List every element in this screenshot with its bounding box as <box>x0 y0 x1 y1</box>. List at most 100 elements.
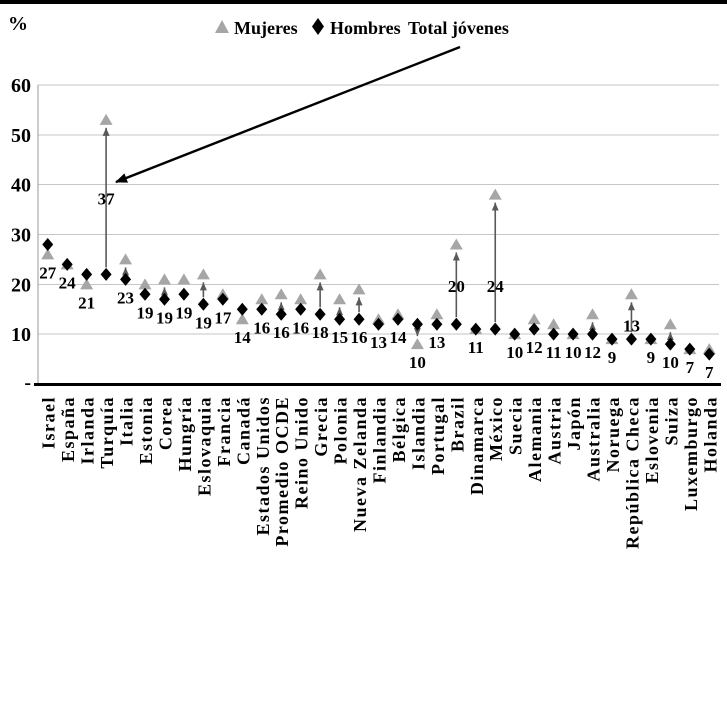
country-label: Turquía <box>97 396 117 469</box>
hombres-marker <box>392 312 404 326</box>
total-value-label: 12 <box>584 343 601 362</box>
hombres-marker <box>100 267 112 281</box>
country-label: Brazil <box>447 396 467 452</box>
hombres-marker <box>256 302 268 316</box>
total-value-label: 24 <box>487 277 505 296</box>
country-label: Irlanda <box>78 396 98 465</box>
country-label: Estonia <box>136 396 156 465</box>
country-label: Finlandia <box>370 396 390 484</box>
legend-mujeres-triangle-icon <box>215 20 229 33</box>
hombres-marker <box>625 332 637 346</box>
total-value-label: 11 <box>468 338 484 357</box>
mujeres-marker <box>333 293 347 305</box>
hombres-marker <box>645 332 657 346</box>
hombres-marker <box>295 302 307 316</box>
legend-mujeres-label: Mujeres <box>234 18 298 38</box>
hombres-marker <box>81 267 93 281</box>
country-label: Islandia <box>408 396 428 470</box>
mujeres-marker <box>196 268 210 280</box>
mujeres-marker <box>430 308 444 320</box>
hombres-marker <box>548 327 560 341</box>
hombres-marker <box>373 317 384 331</box>
country-label: Suecia <box>506 396 526 455</box>
x-axis-labels: Israel España Irlanda Turquía Italia Estonia C… <box>39 396 721 549</box>
total-value-label: 19 <box>137 303 154 322</box>
country-label: Alemania <box>525 396 545 482</box>
mujeres-marker <box>313 268 327 280</box>
legend-total-jovenes-label: Total jóvenes <box>408 18 509 38</box>
mujeres-marker <box>547 318 561 330</box>
hombres-marker <box>703 347 715 361</box>
mujeres-marker <box>80 278 94 290</box>
total-value-label: 16 <box>273 323 290 342</box>
hombres-marker <box>197 297 209 311</box>
mujeres-marker <box>352 283 366 295</box>
total-value-label: 7 <box>705 363 714 382</box>
total-value-label: 13 <box>370 333 387 352</box>
country-label: Nueva Zelanda <box>350 396 370 532</box>
mujeres-marker <box>255 293 269 305</box>
hombres-marker <box>509 327 521 341</box>
country-label: República Checa <box>622 396 642 549</box>
hombres-marker <box>353 312 365 326</box>
total-value-label: 21 <box>78 293 95 312</box>
mujeres-marker <box>99 113 113 125</box>
y-tick-label: 50 <box>11 125 31 147</box>
hombres-marker <box>217 292 229 306</box>
hombres-marker <box>178 287 190 301</box>
country-label: Francia <box>214 396 234 467</box>
mujeres-marker <box>235 313 249 325</box>
country-label: Bélgica <box>389 396 409 463</box>
mujeres-marker <box>157 273 171 285</box>
hombres-marker <box>528 322 540 336</box>
hombres-marker <box>411 317 423 331</box>
country-label: Canadá <box>233 396 253 465</box>
y-tick-labels: 60 50 40 30 20 10 - <box>11 75 31 394</box>
y-axis-unit-label: % <box>8 13 28 35</box>
legend-hombres-label: Hombres <box>330 18 401 38</box>
y-tick-label: 10 <box>11 324 31 346</box>
country-label: Austria <box>545 396 565 465</box>
country-label: Estados Unidos <box>253 396 273 536</box>
y-tick-label: 20 <box>11 274 31 296</box>
legend: Mujeres Hombres Total jóvenes <box>215 18 509 38</box>
total-value-label: 19 <box>175 303 192 322</box>
country-label: Noruega <box>603 396 623 473</box>
total-value-label: 14 <box>234 328 252 347</box>
country-label: Eslovaquia <box>194 396 214 496</box>
hombres-marker <box>275 307 287 321</box>
country-label: Luxemburgo <box>681 396 701 511</box>
total-value-label: 9 <box>647 348 656 367</box>
country-label: México <box>486 396 506 461</box>
total-value-label: 15 <box>331 328 348 347</box>
country-label: España <box>58 396 78 462</box>
hombres-marker <box>334 312 346 326</box>
total-value-label: 10 <box>565 343 582 362</box>
total-value-label: 16 <box>351 328 368 347</box>
hombres-marker <box>139 287 151 301</box>
total-value-label: 10 <box>409 353 426 372</box>
total-value-label: 7 <box>686 358 695 377</box>
mujeres-marker <box>294 293 308 305</box>
total-value-label: 16 <box>292 318 309 337</box>
total-value-label: 27 <box>39 263 57 282</box>
country-label: Italia <box>117 396 137 446</box>
hombres-marker <box>470 322 482 336</box>
total-value-label: 24 <box>59 273 77 292</box>
total-value-label: 10 <box>662 353 679 372</box>
total-value-label: 11 <box>546 343 562 362</box>
legend-hombres-diamond-icon <box>312 18 324 35</box>
mujeres-marker <box>624 288 638 300</box>
total-value-label: 16 <box>253 318 270 337</box>
hombres-marker <box>314 307 326 321</box>
country-label: Reino Unido <box>292 396 312 509</box>
hombres-marker <box>587 327 599 341</box>
mujeres-marker <box>586 308 600 320</box>
hombres-marker <box>431 317 443 331</box>
mujeres-marker <box>119 253 133 265</box>
total-value-label: 18 <box>312 323 329 342</box>
mujeres-marker <box>41 248 55 260</box>
mujeres-marker <box>449 238 463 250</box>
